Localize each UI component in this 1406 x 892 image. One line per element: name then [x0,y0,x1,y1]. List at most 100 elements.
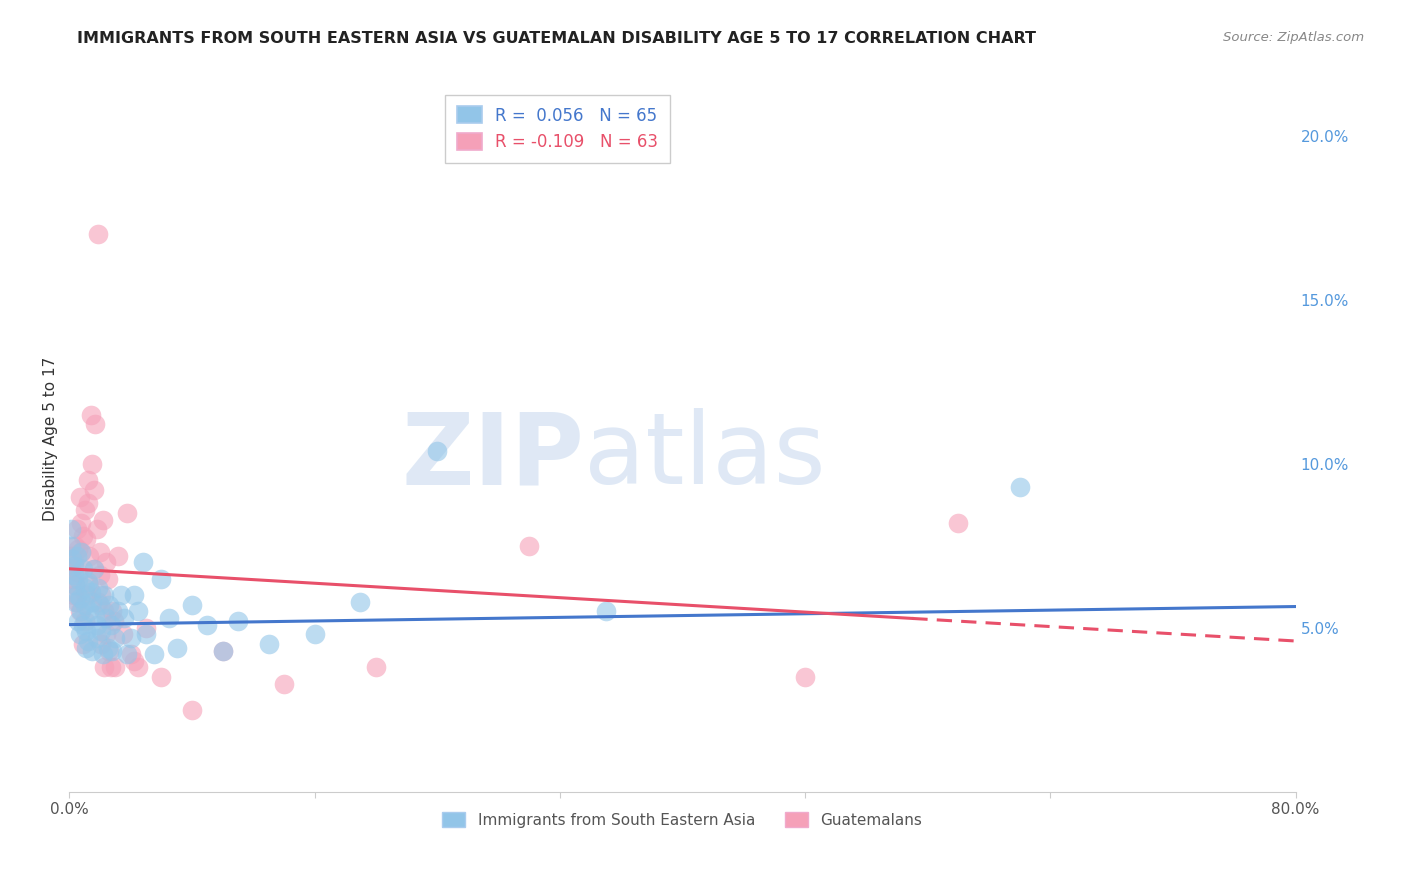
Point [98,598,121,612]
Point [66,523,89,537]
Point [82,644,104,658]
Point [794,670,817,684]
Point [60,549,83,563]
Point [89,598,111,612]
Point [180,703,202,717]
Point [73,598,96,612]
Point [63,555,86,569]
Point [75,640,97,655]
Point [100,660,122,674]
Point [86,617,108,632]
Point [59,539,82,553]
Point [110,588,132,602]
Point [257,637,280,651]
Point [67,565,90,579]
Point [82,594,104,608]
Point [65,578,87,592]
Point [70,545,93,559]
Point [76,634,98,648]
Point [426,443,449,458]
Point [83,562,105,576]
Point [142,647,165,661]
Point [98,644,121,658]
Point [107,549,129,563]
Point [211,644,233,658]
Point [122,654,145,668]
Point [59,523,82,537]
Point [195,617,218,632]
Point [83,562,105,576]
Point [75,533,97,547]
Point [77,578,100,592]
Point [150,670,173,684]
Point [1008,480,1031,494]
Point [96,640,118,655]
Point [87,582,110,596]
Point [72,617,94,632]
Point [948,516,970,530]
Point [73,502,96,516]
Point [87,227,110,241]
Point [135,627,157,641]
Point [89,545,111,559]
Point [73,615,96,629]
Point [157,611,180,625]
Point [80,408,103,422]
Point [517,539,540,553]
Text: IMMIGRANTS FROM SOUTH EASTERN ASIA VS GUATEMALAN DISABILITY AGE 5 TO 17 CORRELAT: IMMIGRANTS FROM SOUTH EASTERN ASIA VS GU… [77,31,1036,46]
Point [127,604,149,618]
Point [67,542,90,557]
Point [90,637,112,651]
Point [135,621,157,635]
Y-axis label: Disability Age 5 to 17: Disability Age 5 to 17 [44,357,58,521]
Point [93,604,115,618]
Point [94,627,117,641]
Point [77,604,100,618]
Point [150,572,173,586]
Point [273,676,295,690]
Point [90,624,112,639]
Point [101,604,124,618]
Point [65,539,87,553]
Point [94,555,117,569]
Point [84,607,107,622]
Point [91,647,114,661]
Point [80,584,103,599]
Point [89,568,111,582]
Point [107,604,129,618]
Point [96,572,118,586]
Point [75,588,97,602]
Point [304,627,326,641]
Point [63,588,86,602]
Point [166,640,188,655]
Point [595,604,617,618]
Legend: Immigrants from South Eastern Asia, Guatemalans: Immigrants from South Eastern Asia, Guat… [436,805,928,834]
Point [77,549,100,563]
Point [76,473,98,487]
Point [132,555,155,569]
Point [63,568,86,582]
Point [59,562,82,576]
Point [76,496,98,510]
Point [117,647,139,661]
Point [180,598,202,612]
Point [75,624,97,639]
Point [72,562,94,576]
Point [69,591,91,606]
Point [73,582,96,596]
Text: ZIP: ZIP [402,409,585,505]
Point [72,529,94,543]
Point [104,631,127,645]
Point [93,660,115,674]
Point [70,604,93,618]
Point [65,578,87,592]
Point [69,604,91,618]
Point [83,483,105,497]
Point [86,523,108,537]
Point [67,572,90,586]
Point [104,660,127,674]
Point [60,572,83,586]
Point [69,490,91,504]
Point [66,594,89,608]
Point [226,615,249,629]
